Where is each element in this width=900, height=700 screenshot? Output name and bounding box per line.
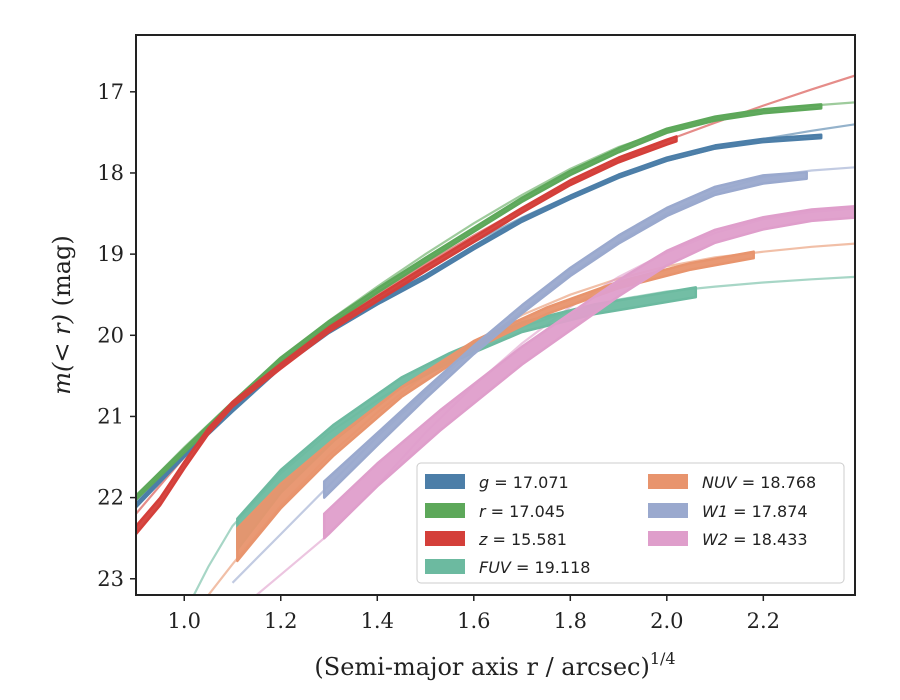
y-axis-ticks: 17 18 19 20 21 22 23 — [97, 80, 136, 591]
x-axis-label: (Semi-major axis r / arcsec)1/4 — [314, 649, 675, 681]
observed-band-w2 — [322, 204, 855, 540]
legend-band-g: g — [479, 473, 489, 492]
legend-swatch-w1 — [648, 503, 688, 518]
legend-entry-fuv: FUV = 19.118 — [479, 558, 590, 577]
legend-band-z: z — [478, 530, 488, 549]
x-tick-label: 1.6 — [457, 609, 490, 633]
y-tick-label: 19 — [97, 242, 124, 266]
model-curve-r — [136, 101, 855, 497]
legend-entry-w2: W2 = 18.433 — [702, 530, 808, 549]
y-axis-label: m(< r) (mag) — [48, 235, 76, 395]
legend-entry-g: g = 17.071 — [479, 473, 569, 492]
x-tick-label: 2.0 — [650, 609, 683, 633]
legend-swatch-nuv — [648, 474, 688, 489]
legend-value-w2: = 18.433 — [728, 530, 808, 549]
legend-entry-nuv: NUV = 18.768 — [702, 473, 816, 492]
y-tick-label: 18 — [97, 161, 124, 185]
x-axis-label-exponent: 1/4 — [650, 649, 676, 668]
y-tick-label: 23 — [97, 567, 124, 591]
y-tick-label: 17 — [97, 80, 124, 104]
legend-swatch-w2 — [648, 531, 688, 546]
x-tick-label: 1.4 — [361, 609, 394, 633]
x-tick-label: 1.0 — [168, 609, 201, 633]
y-tick-label: 22 — [97, 486, 124, 510]
legend-band-w1: W1 — [702, 502, 728, 521]
legend-band-r: r — [479, 502, 487, 521]
legend-band-fuv: FUV — [479, 558, 512, 577]
legend-value-g: = 17.071 — [489, 473, 569, 492]
observed-band-r — [136, 103, 823, 501]
legend-value-r: = 17.045 — [486, 502, 566, 521]
legend-band-w2: W2 — [702, 530, 728, 549]
legend-swatch-r — [425, 503, 465, 518]
y-axis-label-unit: (mag) — [48, 235, 76, 306]
legend-swatch-fuv — [425, 559, 465, 574]
x-tick-label: 2.2 — [747, 609, 780, 633]
observed-profiles — [136, 103, 855, 563]
x-axis-label-text: (Semi-major axis r / arcsec) — [314, 653, 649, 681]
legend-value-w1: = 17.874 — [728, 502, 808, 521]
legend-entry-z: z = 15.581 — [478, 530, 567, 549]
legend-swatch-g — [425, 474, 465, 489]
x-tick-label: 1.2 — [264, 609, 297, 633]
y-axis-label-math: m(< r) — [48, 314, 76, 395]
legend-value-fuv: = 19.118 — [511, 558, 591, 577]
legend-entry-w1: W1 = 17.874 — [702, 502, 808, 521]
observed-band-w1 — [322, 170, 808, 499]
observed-band-nuv — [236, 250, 755, 563]
plot-frame — [135, 34, 856, 596]
legend-band-nuv: NUV — [702, 473, 738, 492]
legend-value-z: = 15.581 — [487, 530, 567, 549]
y-tick-label: 20 — [97, 323, 124, 347]
legend-box — [416, 462, 845, 584]
x-tick-label: 1.8 — [554, 609, 587, 633]
legend-value-nuv: = 18.768 — [737, 473, 817, 492]
observed-band-z — [136, 135, 678, 536]
legend-entry-r: r = 17.045 — [479, 502, 565, 521]
y-tick-label: 21 — [97, 404, 124, 428]
x-axis-ticks: 1.0 1.2 1.4 1.6 1.8 2.0 2.2 — [168, 595, 780, 633]
legend-swatch-z — [425, 531, 465, 546]
